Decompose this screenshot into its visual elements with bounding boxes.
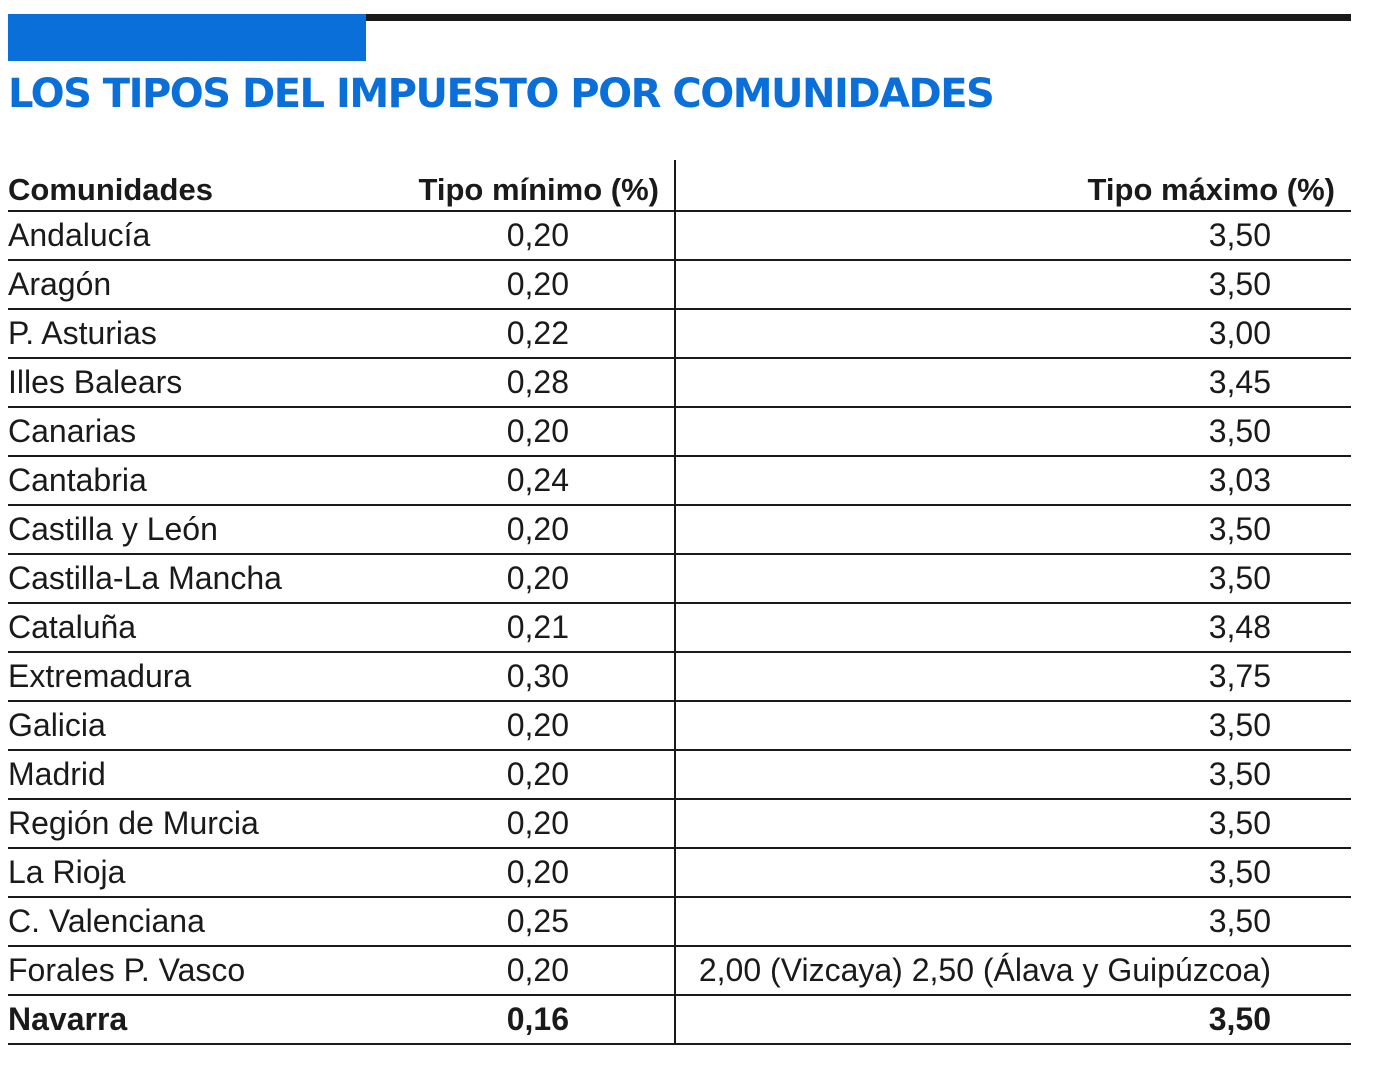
table-row: Extremadura 0,30 3,75 [8,652,1351,702]
row-comunidad: Extremadura [8,652,388,702]
row-comunidad: C. Valenciana [8,897,388,947]
table-row: Cantabria 0,24 3,03 [8,456,1351,506]
row-tipo-maximo: 3,50 [674,554,1351,604]
tax-rates-table-container: Comunidades Tipo mínimo (%) Tipo máximo … [8,160,1351,1045]
row-comunidad: P. Asturias [8,309,388,359]
table-row: Canarias 0,20 3,50 [8,407,1351,457]
row-tipo-maximo: 2,00 (Vizcaya) 2,50 (Álava y Guipúzcoa) [674,946,1351,996]
header-comunidades: Comunidades [8,160,388,212]
table-row: Navarra 0,16 3,50 [8,995,1351,1045]
row-comunidad: Cantabria [8,456,388,506]
row-comunidad: Canarias [8,407,388,457]
row-tipo-minimo: 0,20 [388,211,675,261]
row-tipo-minimo: 0,20 [388,848,675,898]
table-row: Aragón 0,20 3,50 [8,260,1351,310]
row-comunidad: Región de Murcia [8,799,388,849]
row-tipo-minimo: 0,28 [388,358,675,408]
row-tipo-maximo: 3,48 [674,603,1351,653]
row-tipo-minimo: 0,20 [388,701,675,751]
table-row: Castilla y León 0,20 3,50 [8,505,1351,555]
row-tipo-maximo: 3,50 [674,211,1351,261]
row-tipo-maximo: 3,50 [674,897,1351,947]
table-row: Madrid 0,20 3,50 [8,750,1351,800]
row-tipo-minimo: 0,20 [388,505,675,555]
row-tipo-maximo: 3,50 [674,995,1351,1045]
table-row: Castilla-La Mancha 0,20 3,50 [8,554,1351,604]
row-comunidad: Madrid [8,750,388,800]
row-tipo-maximo: 3,00 [674,309,1351,359]
row-tipo-maximo: 3,50 [674,701,1351,751]
row-tipo-maximo: 3,50 [674,407,1351,457]
accent-bar [8,14,366,61]
row-tipo-minimo: 0,25 [388,897,675,947]
row-tipo-minimo: 0,20 [388,946,675,996]
row-comunidad: Andalucía [8,211,388,261]
row-comunidad: Illes Balears [8,358,388,408]
row-tipo-minimo: 0,21 [388,603,675,653]
table-body: Andalucía 0,20 3,50 Aragón 0,20 3,50 P. Asturi… [8,211,1351,1045]
row-tipo-minimo: 0,20 [388,799,675,849]
row-comunidad: Navarra [8,995,388,1045]
row-comunidad: La Rioja [8,848,388,898]
row-tipo-maximo: 3,45 [674,358,1351,408]
row-tipo-maximo: 3,75 [674,652,1351,702]
row-tipo-minimo: 0,20 [388,554,675,604]
row-tipo-maximo: 3,03 [674,456,1351,506]
row-tipo-maximo: 3,50 [674,260,1351,310]
row-tipo-minimo: 0,30 [388,652,675,702]
row-comunidad: Castilla y León [8,505,388,555]
table-row: Cataluña 0,21 3,48 [8,603,1351,653]
table-row: Andalucía 0,20 3,50 [8,211,1351,261]
table-row: Forales P. Vasco 0,20 2,00 (Vizcaya) 2,50 … [8,946,1351,996]
table-row: Galicia 0,20 3,50 [8,701,1351,751]
row-tipo-maximo: 3,50 [674,848,1351,898]
table-row: P. Asturias 0,22 3,00 [8,309,1351,359]
table-row: C. Valenciana 0,25 3,50 [8,897,1351,947]
row-comunidad: Castilla-La Mancha [8,554,388,604]
row-tipo-minimo: 0,16 [388,995,675,1045]
row-comunidad: Aragón [8,260,388,310]
row-tipo-minimo: 0,22 [388,309,675,359]
row-tipo-maximo: 3,50 [674,505,1351,555]
header-tipo-minimo: Tipo mínimo (%) [388,160,675,212]
table-row: La Rioja 0,20 3,50 [8,848,1351,898]
row-tipo-minimo: 0,20 [388,407,675,457]
row-tipo-minimo: 0,20 [388,750,675,800]
row-tipo-maximo: 3,50 [674,750,1351,800]
row-tipo-maximo: 3,50 [674,799,1351,849]
table-header-row: Comunidades Tipo mínimo (%) Tipo máximo … [8,160,1351,212]
header-tipo-maximo: Tipo máximo (%) [674,160,1351,212]
row-tipo-minimo: 0,20 [388,260,675,310]
row-comunidad: Galicia [8,701,388,751]
table-row: Illes Balears 0,28 3,45 [8,358,1351,408]
top-rule [8,14,1351,21]
row-tipo-minimo: 0,24 [388,456,675,506]
tax-rates-table: Comunidades Tipo mínimo (%) Tipo máximo … [8,160,1351,1045]
row-comunidad: Forales P. Vasco [8,946,388,996]
table-row: Región de Murcia 0,20 3,50 [8,799,1351,849]
row-comunidad: Cataluña [8,603,388,653]
page-title: LOS TIPOS DEL IMPUESTO POR COMUNIDADES [8,71,995,117]
